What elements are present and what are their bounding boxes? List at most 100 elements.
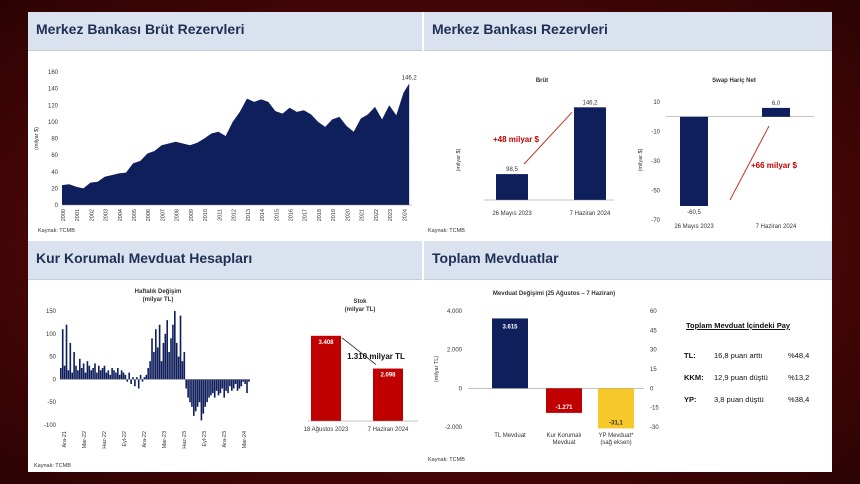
panel-header: Toplam Mevduatlar bbox=[424, 241, 832, 280]
chart-title: Mevduat Değişimi (25 Ağustos – 7 Haziran… bbox=[493, 291, 615, 297]
bar bbox=[162, 342, 165, 380]
y-tick-label: 100 bbox=[46, 332, 57, 338]
bar bbox=[219, 379, 222, 394]
chart-subtitle: (milyar TL) bbox=[345, 307, 376, 313]
bar bbox=[132, 377, 134, 380]
bar bbox=[126, 379, 129, 382]
panel-deposits: Toplam Mevduatlar Mevduat Değişimi (25 A… bbox=[424, 241, 832, 472]
bar bbox=[213, 379, 216, 398]
share-row-label: KKM: bbox=[684, 373, 704, 382]
y2-tick-label: 60 bbox=[650, 309, 657, 315]
bar bbox=[143, 377, 146, 380]
bar bbox=[160, 361, 163, 380]
bar bbox=[194, 379, 197, 412]
share-row-value: %13,2 bbox=[788, 373, 810, 382]
x-tick-label: 7 Haziran 2024 bbox=[756, 224, 797, 230]
y-tick-label: 140 bbox=[48, 87, 59, 93]
y2-tick-label: 45 bbox=[650, 328, 657, 334]
bar bbox=[155, 329, 157, 380]
x-tick-label: Mevduat bbox=[552, 440, 575, 446]
bar bbox=[63, 365, 66, 380]
chart-title: Haftalık Değişim bbox=[135, 289, 182, 295]
bar bbox=[113, 370, 115, 380]
chart-title: Brüt bbox=[536, 78, 548, 84]
bar bbox=[77, 370, 79, 380]
bar bbox=[202, 379, 205, 414]
y-tick-label: 20 bbox=[51, 186, 58, 192]
bar bbox=[147, 368, 150, 380]
bar bbox=[200, 379, 203, 421]
bar bbox=[244, 379, 246, 384]
bar bbox=[183, 352, 186, 380]
bar bbox=[88, 365, 91, 380]
bar bbox=[179, 315, 182, 380]
bar bbox=[71, 372, 74, 380]
bar bbox=[109, 374, 112, 380]
data-label: 2.098 bbox=[380, 373, 396, 379]
x-tick-label: 2010 bbox=[203, 209, 209, 221]
x-tick-label: 2009 bbox=[189, 209, 195, 221]
panel-title: Merkez Bankası Brüt Rezervleri bbox=[36, 21, 245, 37]
panel-title: Merkez Bankası Rezervleri bbox=[432, 21, 608, 37]
bar bbox=[189, 379, 191, 403]
bar bbox=[61, 329, 64, 380]
bar bbox=[181, 361, 184, 380]
x-tick-label: 2007 bbox=[160, 209, 166, 221]
x-tick-label: 2012 bbox=[232, 209, 238, 221]
bar bbox=[79, 358, 81, 380]
bar bbox=[212, 379, 214, 394]
bar bbox=[223, 379, 226, 398]
x-tick-label: 2013 bbox=[246, 209, 252, 221]
y-tick-label: 2.000 bbox=[447, 348, 463, 354]
bar bbox=[206, 379, 208, 403]
panel-title: Toplam Mevduatlar bbox=[432, 250, 559, 266]
bar bbox=[311, 335, 341, 421]
bar bbox=[117, 368, 119, 380]
reserves-gross-chart: Brüt (milyar $) 98,5 26 Mayıs 2023 146,2 7 Ha… bbox=[428, 78, 614, 234]
bar bbox=[240, 379, 243, 387]
x-tick-label: Ara-22 bbox=[142, 431, 148, 448]
bar bbox=[187, 379, 189, 398]
x-tick-label: 2001 bbox=[75, 209, 81, 221]
data-label: -60,5 bbox=[687, 210, 701, 216]
x-tick-label: 2000 bbox=[61, 209, 67, 221]
bar bbox=[492, 318, 528, 389]
data-label: 146,2 bbox=[402, 75, 418, 81]
x-tick-label: TL Mevduat bbox=[494, 433, 526, 439]
y2-tick-label: 30 bbox=[650, 348, 657, 354]
x-tick-label: 2006 bbox=[146, 209, 152, 221]
x-tick-label: 2023 bbox=[388, 209, 394, 221]
x-tick-label: Mar-22 bbox=[82, 431, 88, 448]
x-tick-label: 2004 bbox=[118, 209, 124, 221]
bar bbox=[139, 374, 142, 380]
bar bbox=[151, 338, 153, 380]
bar bbox=[238, 379, 241, 389]
x-tick-label: (sağ eksen) bbox=[600, 440, 631, 446]
bar bbox=[80, 368, 83, 380]
data-label: 3.615 bbox=[502, 324, 518, 330]
bar bbox=[574, 107, 606, 200]
y-tick-label: 100 bbox=[48, 120, 59, 126]
x-tick-label: 2024 bbox=[402, 209, 408, 221]
share-row-change: 3,8 puan düştü bbox=[714, 395, 764, 404]
bar bbox=[122, 372, 125, 380]
bar bbox=[149, 361, 151, 380]
bar bbox=[373, 368, 403, 421]
chart-title: Stok bbox=[353, 299, 367, 305]
x-tick-label: 2022 bbox=[374, 209, 380, 221]
x-tick-label: 2021 bbox=[360, 209, 366, 221]
share-row-change: 12,9 puan düştü bbox=[714, 373, 768, 382]
bar bbox=[232, 379, 235, 389]
y-axis-label: (milyar $) bbox=[34, 127, 40, 150]
y-tick-label: 80 bbox=[51, 137, 58, 143]
bar bbox=[111, 368, 113, 380]
x-tick-label: Eyl-22 bbox=[122, 431, 128, 447]
bar bbox=[193, 379, 195, 416]
bar bbox=[98, 365, 100, 380]
bar bbox=[103, 365, 106, 380]
data-label: 3.408 bbox=[318, 340, 334, 346]
bar bbox=[248, 379, 250, 382]
bar bbox=[67, 370, 70, 380]
bar bbox=[158, 324, 161, 380]
x-tick-label: 2017 bbox=[303, 209, 309, 221]
